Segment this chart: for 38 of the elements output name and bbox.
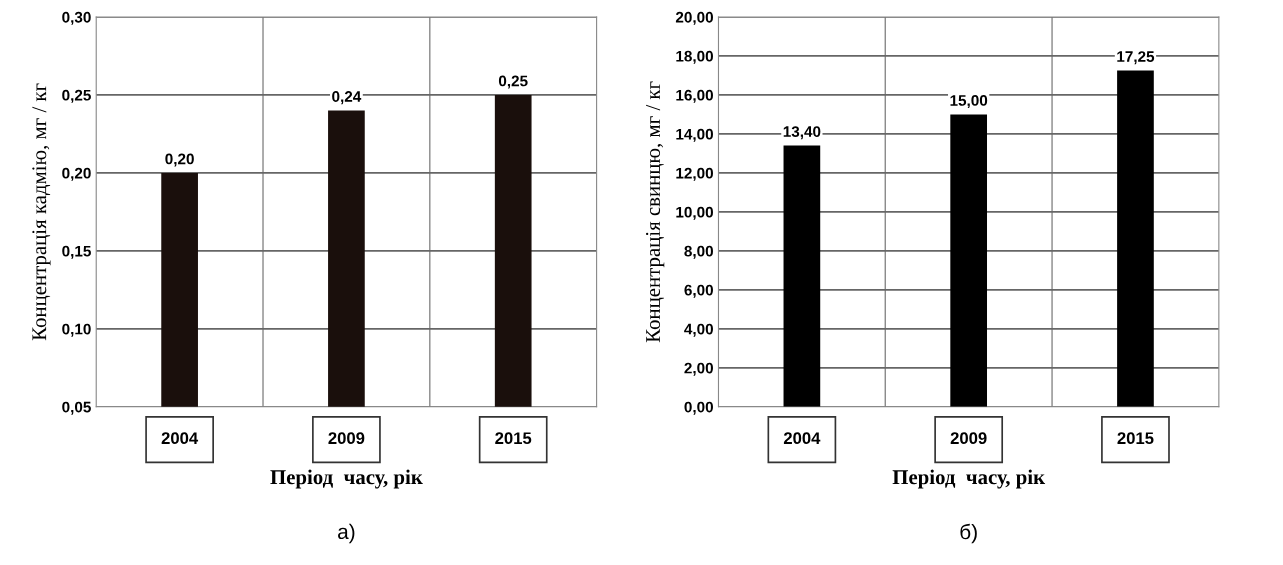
y-tick-label: 12,00 — [676, 167, 713, 181]
bar — [783, 145, 821, 407]
data-label: 0,20 — [165, 153, 194, 167]
y-tick-label: 0,15 — [62, 245, 91, 259]
y-tick-label: 0,25 — [62, 89, 91, 103]
y-tick-label: 0,30 — [62, 11, 91, 25]
x-tick-label: 2009 — [950, 432, 987, 445]
text: б) — [960, 523, 977, 544]
bar — [1117, 70, 1154, 407]
y-tick-label: 4,00 — [684, 323, 713, 337]
bar — [950, 114, 988, 407]
y-tick-label: 16,00 — [676, 89, 713, 103]
x-tick-label: 2009 — [328, 432, 365, 445]
y-tick-label: 2,00 — [684, 362, 713, 376]
data-label: 15,00 — [950, 95, 988, 109]
y-tick-label: 20,00 — [675, 11, 713, 25]
data-label: 0,24 — [332, 91, 362, 105]
x-tick-label: 2015 — [1117, 432, 1154, 445]
y-tick-label: 0,20 — [62, 167, 91, 181]
x-tick-label: 2004 — [161, 432, 199, 445]
x-axis-title: Період часу, рік — [892, 469, 1046, 489]
x-tick-label: 2015 — [495, 432, 532, 445]
x-axis-title: Період часу, рік — [270, 469, 423, 489]
y-axis-title: Концентрація свинцю, мг / кг — [646, 81, 665, 343]
y-tick-label: 10,00 — [676, 206, 713, 220]
y-tick-label: 6,00 — [684, 284, 713, 298]
y-axis-title: Концентрація кадмію, мг / кг — [32, 83, 51, 341]
x-tick-label: 2004 — [783, 432, 821, 445]
data-label: 0,25 — [498, 75, 528, 89]
y-tick-label: 18,00 — [676, 50, 713, 64]
data-label: 17,25 — [1117, 51, 1155, 65]
y-tick-label: 8,00 — [684, 245, 713, 259]
y-tick-label: 0,00 — [684, 401, 713, 415]
y-tick-label: 0,10 — [62, 323, 91, 337]
y-tick-label: 14,00 — [676, 128, 713, 142]
data-label: 13,40 — [783, 126, 821, 140]
text: а) — [338, 523, 355, 544]
y-tick-label: 0,05 — [62, 401, 91, 415]
